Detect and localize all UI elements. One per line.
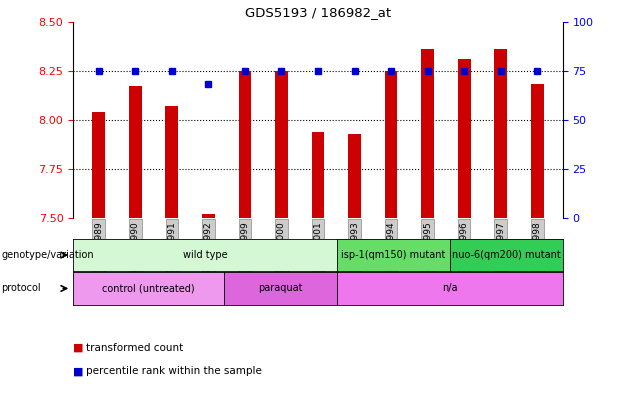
Bar bbox=[531, 84, 544, 218]
Text: genotype/variation: genotype/variation bbox=[1, 250, 94, 260]
Text: ■: ■ bbox=[73, 366, 84, 376]
Bar bbox=[275, 71, 288, 218]
Text: isp-1(qm150) mutant: isp-1(qm150) mutant bbox=[341, 250, 446, 260]
Text: protocol: protocol bbox=[1, 283, 41, 294]
Bar bbox=[165, 106, 178, 218]
Bar bbox=[92, 112, 105, 218]
Bar bbox=[129, 86, 142, 218]
Text: paraquat: paraquat bbox=[258, 283, 303, 294]
Bar bbox=[348, 134, 361, 218]
Bar bbox=[202, 214, 215, 218]
Text: transformed count: transformed count bbox=[86, 343, 183, 353]
Bar bbox=[458, 59, 471, 218]
Bar bbox=[385, 71, 398, 218]
Text: ■: ■ bbox=[73, 343, 84, 353]
Text: percentile rank within the sample: percentile rank within the sample bbox=[86, 366, 262, 376]
Bar bbox=[238, 71, 251, 218]
Text: control (untreated): control (untreated) bbox=[102, 283, 195, 294]
Text: n/a: n/a bbox=[442, 283, 457, 294]
Title: GDS5193 / 186982_at: GDS5193 / 186982_at bbox=[245, 6, 391, 19]
Text: wild type: wild type bbox=[183, 250, 227, 260]
Bar bbox=[494, 49, 507, 218]
Bar bbox=[421, 49, 434, 218]
Bar bbox=[312, 132, 324, 218]
Text: nuo-6(qm200) mutant: nuo-6(qm200) mutant bbox=[452, 250, 561, 260]
